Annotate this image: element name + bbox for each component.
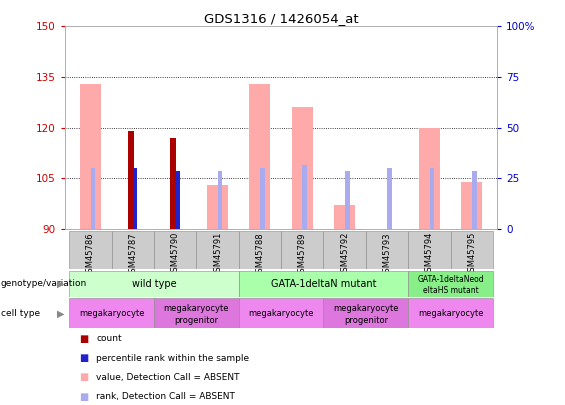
Text: rank, Detection Call = ABSENT: rank, Detection Call = ABSENT [96, 392, 235, 401]
Text: GSM45787: GSM45787 [128, 232, 137, 278]
Bar [80, 84, 101, 229]
Text: wild type: wild type [132, 279, 176, 289]
Text: megakaryocyte: megakaryocyte [249, 309, 314, 318]
Text: GSM45793: GSM45793 [383, 232, 392, 277]
Text: GSM45790: GSM45790 [171, 232, 180, 277]
Bar [90, 168, 95, 229]
Text: GSM45794: GSM45794 [425, 232, 434, 277]
Text: progenitor: progenitor [344, 316, 388, 325]
Bar [461, 181, 483, 229]
Bar [249, 84, 271, 229]
Bar [334, 205, 355, 229]
Bar [171, 138, 176, 229]
Bar [302, 165, 307, 229]
Bar [345, 171, 350, 229]
Bar [451, 231, 493, 269]
Text: percentile rank within the sample: percentile rank within the sample [96, 354, 249, 362]
Text: genotype/variation: genotype/variation [1, 279, 87, 288]
Text: ■: ■ [79, 373, 88, 382]
Bar [281, 231, 323, 269]
Bar [69, 271, 238, 297]
Text: ■: ■ [79, 334, 88, 343]
Title: GDS1316 / 1426054_at: GDS1316 / 1426054_at [204, 12, 358, 25]
Bar [387, 168, 392, 229]
Bar [260, 168, 265, 229]
Text: megakaryocyte: megakaryocyte [164, 304, 229, 313]
Bar [197, 231, 238, 269]
Text: eltaHS mutant: eltaHS mutant [423, 286, 479, 295]
Bar [323, 298, 408, 328]
Text: ▶: ▶ [57, 308, 65, 318]
Text: ▶: ▶ [57, 279, 65, 289]
Text: GSM45789: GSM45789 [298, 232, 307, 277]
Text: GSM45788: GSM45788 [255, 232, 264, 278]
Bar [238, 271, 408, 297]
Bar [419, 128, 440, 229]
Text: GSM45791: GSM45791 [213, 232, 222, 277]
Bar [408, 231, 451, 269]
Text: megakaryocyte: megakaryocyte [418, 309, 483, 318]
Text: megakaryocyte: megakaryocyte [333, 304, 398, 313]
Bar [112, 231, 154, 269]
Text: GSM45786: GSM45786 [86, 232, 95, 278]
Text: count: count [96, 334, 121, 343]
Bar [133, 168, 137, 229]
Bar [366, 231, 408, 269]
Text: progenitor: progenitor [174, 316, 219, 325]
Bar [408, 271, 493, 297]
Bar [429, 168, 434, 229]
Bar [238, 298, 323, 328]
Text: megakaryocyte: megakaryocyte [79, 309, 144, 318]
Text: cell type: cell type [1, 309, 40, 318]
Text: ■: ■ [79, 392, 88, 402]
Text: GSM45792: GSM45792 [340, 232, 349, 277]
Text: GSM45795: GSM45795 [467, 232, 476, 277]
Bar [408, 298, 493, 328]
Text: value, Detection Call = ABSENT: value, Detection Call = ABSENT [96, 373, 240, 382]
Bar [128, 131, 134, 229]
Bar [69, 298, 154, 328]
Bar [154, 298, 238, 328]
Bar [154, 231, 197, 269]
Bar [238, 231, 281, 269]
Text: ■: ■ [79, 353, 88, 363]
Bar [472, 171, 477, 229]
Bar [323, 231, 366, 269]
Text: GATA-1deltaNeod: GATA-1deltaNeod [418, 275, 484, 284]
Bar [176, 171, 180, 229]
Bar [292, 107, 313, 229]
Bar [207, 185, 228, 229]
Text: GATA-1deltaN mutant: GATA-1deltaN mutant [271, 279, 376, 289]
Bar [69, 231, 112, 269]
Bar [218, 171, 223, 229]
